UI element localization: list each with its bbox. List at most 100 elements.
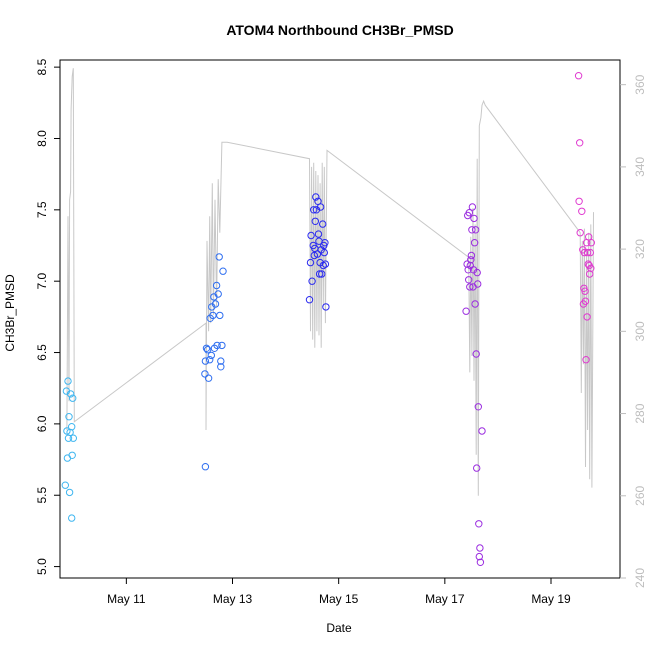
data-point xyxy=(575,197,583,206)
data-point xyxy=(201,463,210,471)
data-point xyxy=(204,374,213,382)
y2-tick-label: 320 xyxy=(633,239,647,259)
x-tick-label: May 13 xyxy=(213,592,253,606)
data-point xyxy=(61,481,70,489)
data-point xyxy=(203,346,212,354)
y-axis-label: CH3Br_PMSD xyxy=(3,274,17,352)
data-point xyxy=(217,363,225,371)
data-point xyxy=(586,270,594,278)
data-point xyxy=(474,280,482,288)
data-point xyxy=(462,307,470,315)
data-point xyxy=(68,451,76,459)
y-tick-label: 6.5 xyxy=(35,344,49,361)
data-point xyxy=(69,434,78,442)
data-point xyxy=(472,350,480,358)
data-point xyxy=(218,341,226,350)
x-tick-label: May 19 xyxy=(531,592,571,606)
data-point xyxy=(215,253,223,261)
data-point xyxy=(468,226,476,234)
y-tick-label: 6.0 xyxy=(35,415,49,432)
data-point xyxy=(305,296,314,304)
data-point xyxy=(306,258,315,267)
data-point xyxy=(321,239,329,247)
data-point xyxy=(578,207,586,216)
data-point xyxy=(465,209,473,217)
data-point xyxy=(201,357,210,365)
data-point xyxy=(65,413,73,421)
x-tick-label: May 17 xyxy=(425,592,465,606)
y-axis-left: 5.0 5.5 6.0 6.5 7.0 7.5 8.0 8.5 xyxy=(35,58,60,575)
data-point xyxy=(478,427,486,435)
data-points-group xyxy=(61,72,595,566)
y2-tick-label: 360 xyxy=(633,74,647,94)
data-point xyxy=(476,558,485,566)
data-point xyxy=(475,552,483,561)
data-point xyxy=(576,229,584,237)
data-point xyxy=(467,251,476,260)
data-point xyxy=(315,270,324,278)
data-point xyxy=(202,344,211,352)
data-point xyxy=(316,203,325,211)
data-point xyxy=(319,261,327,270)
data-point xyxy=(308,277,316,285)
data-point xyxy=(582,356,590,364)
x-tick-label: May 11 xyxy=(107,592,146,606)
data-point xyxy=(576,139,584,147)
plot-frame xyxy=(59,59,621,579)
data-point xyxy=(586,248,594,257)
data-point xyxy=(471,300,479,308)
data-point xyxy=(473,268,481,277)
y2-tick-label: 280 xyxy=(633,403,647,423)
data-point xyxy=(321,260,330,268)
data-point xyxy=(587,264,595,272)
data-point xyxy=(201,370,209,378)
data-point xyxy=(583,313,591,321)
y2-tick-label: 340 xyxy=(633,157,647,177)
secondary-line-group xyxy=(66,68,594,496)
data-point xyxy=(207,351,216,360)
data-point xyxy=(69,394,77,402)
x-axis: May 11 May 13 May 15 May 17 May 19 xyxy=(107,578,571,606)
data-point xyxy=(574,72,583,80)
data-point xyxy=(580,248,589,257)
y2-tick-label: 240 xyxy=(633,568,647,588)
data-point xyxy=(468,203,477,211)
data-point xyxy=(314,230,323,238)
data-point xyxy=(65,488,74,497)
y-tick-label: 7.5 xyxy=(35,201,49,218)
data-point xyxy=(319,220,327,228)
data-point xyxy=(470,214,478,223)
x-tick-label: May 15 xyxy=(319,592,359,606)
data-point xyxy=(464,266,472,274)
plot-border xyxy=(59,59,621,579)
data-point xyxy=(310,251,318,260)
y-tick-label: 5.5 xyxy=(35,487,49,504)
data-point xyxy=(312,193,320,201)
data-point xyxy=(310,206,318,214)
y-tick-label: 7.0 xyxy=(35,273,49,290)
data-point xyxy=(322,303,330,311)
data-point xyxy=(473,464,481,472)
data-point xyxy=(66,428,74,437)
data-point xyxy=(476,544,484,552)
data-point xyxy=(475,520,483,528)
y-axis-right: 240 260 280 300 320 340 360 xyxy=(620,74,647,588)
y-tick-label: 8.0 xyxy=(35,130,49,147)
data-point xyxy=(64,377,72,385)
data-point xyxy=(212,281,221,290)
data-point xyxy=(581,287,589,295)
data-point xyxy=(217,357,225,365)
data-point xyxy=(66,390,75,398)
data-point xyxy=(68,514,76,522)
data-point xyxy=(465,276,473,284)
data-point xyxy=(213,341,221,350)
data-point xyxy=(467,256,475,264)
data-point xyxy=(307,231,315,240)
y2-tick-label: 260 xyxy=(633,485,647,505)
data-point xyxy=(216,311,224,320)
data-point xyxy=(474,403,482,411)
data-point xyxy=(219,267,227,275)
data-point xyxy=(470,239,479,247)
data-point xyxy=(583,248,592,257)
